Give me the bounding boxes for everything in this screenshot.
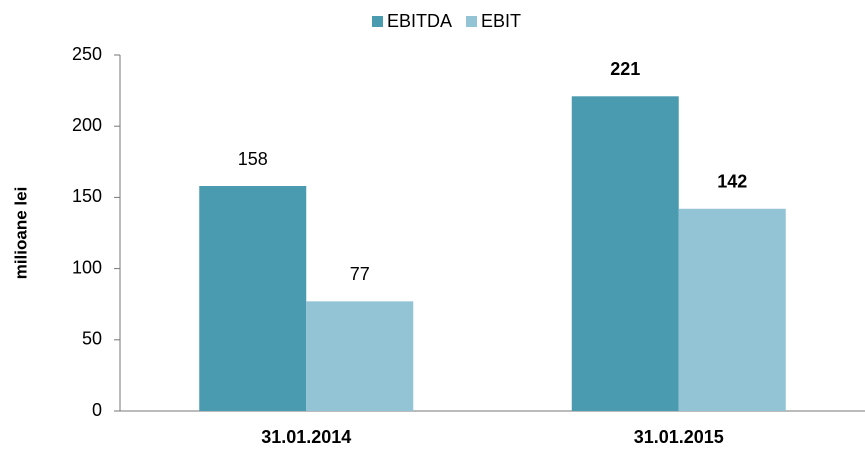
- legend-swatch: [372, 16, 383, 27]
- y-tick-label: 200: [72, 115, 102, 135]
- y-tick-label: 150: [72, 186, 102, 206]
- bar: [199, 186, 307, 411]
- bar: [678, 208, 786, 411]
- bar: [571, 96, 679, 412]
- bar: [306, 301, 414, 411]
- data-label: 221: [610, 59, 640, 79]
- data-label: 158: [238, 149, 268, 169]
- data-label: 77: [350, 264, 370, 284]
- legend-swatch: [466, 16, 478, 27]
- data-label: 142: [717, 172, 747, 192]
- legend-label: EBIT: [481, 11, 521, 31]
- y-axis-label: milioane lei: [11, 187, 30, 280]
- legend-label: EBITDA: [387, 11, 452, 31]
- x-tick-label: 31.01.2014: [261, 427, 351, 447]
- x-tick-label: 31.01.2015: [634, 427, 724, 447]
- y-tick-label: 250: [72, 44, 102, 64]
- y-tick-label: 100: [72, 257, 102, 277]
- y-tick-label: 0: [92, 400, 102, 420]
- y-tick-label: 50: [82, 329, 102, 349]
